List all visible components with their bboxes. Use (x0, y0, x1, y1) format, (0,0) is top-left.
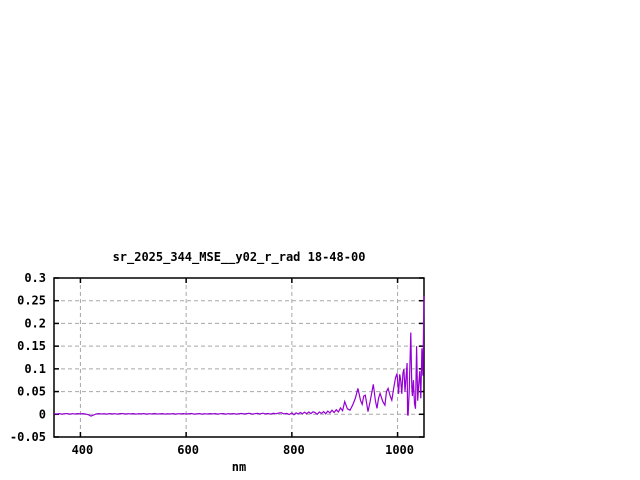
x-axis-label: nm (231, 460, 247, 474)
y-tick-label: 0.25 (17, 294, 46, 308)
x-tick-label: 800 (283, 443, 305, 457)
y-tick-label: -0.05 (10, 430, 46, 444)
x-tick-label: 1000 (385, 443, 414, 457)
y-tick-label: 0.2 (24, 316, 46, 330)
y-tick-label: 0.3 (24, 271, 46, 285)
plot-border (53, 277, 425, 438)
y-tick-label: 0.1 (24, 362, 46, 376)
y-tick-label: 0.15 (17, 339, 46, 353)
x-tick-label: 400 (72, 443, 94, 457)
y-tick-label: 0 (39, 407, 46, 421)
x-tick-label: 600 (177, 443, 199, 457)
y-tick-label: 0.05 (17, 385, 46, 399)
spectrum-line (53, 296, 425, 417)
chart-title: sr_2025_344_MSE__y02_r_rad 18-48-00 (112, 250, 366, 264)
